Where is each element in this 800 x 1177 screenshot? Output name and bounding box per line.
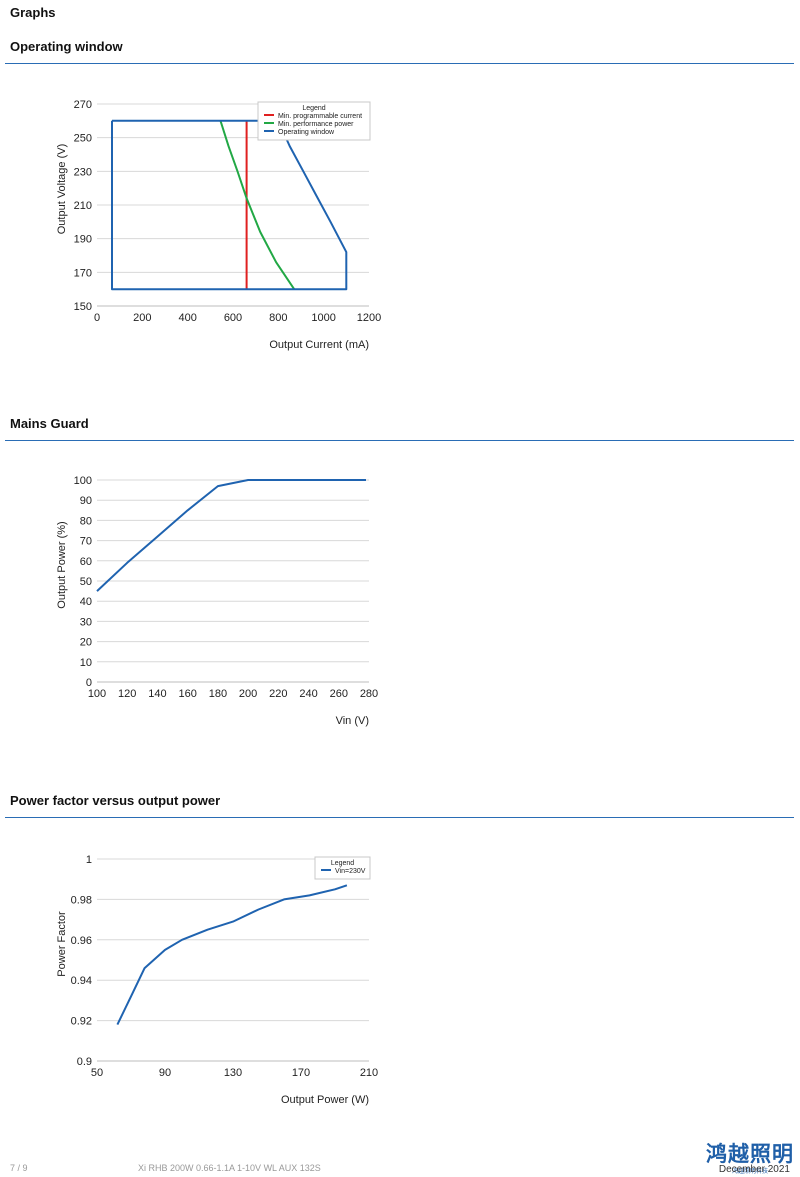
x-axis-label: Vin (V) [336,715,369,727]
y-axis-label: Output Voltage (V) [56,144,68,235]
x-axis-label: Output Current (mA) [269,339,369,351]
y-tick-label: 0.98 [71,894,92,906]
x-tick-label: 120 [118,688,136,700]
y-axis-label: Power Factor [56,911,68,977]
chart-operating-window: 150 170 190 210 230 250 270 0 200 400 600 800 1000 12… [56,99,381,351]
section-title-power-factor: Power factor versus output power [10,793,221,808]
y-tick-label: 0.94 [71,975,92,987]
y-tick-label: 1 [86,854,92,866]
footer-date: December 2021 [718,1164,790,1175]
y-tick-label: 0 [86,677,92,689]
x-tick-label: 210 [360,1067,378,1079]
y-tick-label: 250 [74,133,92,145]
y-tick-label: 10 [80,657,92,669]
x-tick-label: 0 [94,312,100,324]
x-tick-label: 400 [178,312,196,324]
legend-entry: Operating window [278,129,335,136]
x-tick-label: 1200 [357,312,381,324]
y-tick-label: 30 [80,616,92,628]
y-tick-label: 80 [80,515,92,527]
y-tick-label: 40 [80,596,92,608]
series-line-0 [116,884,348,1026]
y-tick-label: 0.96 [71,935,92,947]
y-tick-label: 0.92 [71,1016,92,1028]
x-tick-label: 100 [88,688,106,700]
logo-text: 鸿越照明 [706,1142,794,1166]
legend-box [314,856,371,880]
x-tick-label: 1000 [311,312,335,324]
chart-power-factor: 0.9 0.92 0.94 0.96 0.98 1 50 90 130 170 210 Output … [56,854,378,1106]
y-tick-label: 90 [80,495,92,507]
series-line-0 [96,479,366,592]
y-tick-label: 190 [74,234,92,246]
y-tick-label: 170 [74,267,92,279]
y-tick-label: 70 [80,536,92,548]
x-tick-label: 50 [91,1067,103,1079]
logo-subtext: 鸿越照明科技 [731,1169,768,1175]
page-heading: Graphs [10,5,56,20]
legend-entry: Min. programmable current [278,113,362,120]
y-axis-label: Output Power (%) [56,521,68,608]
x-tick-label: 140 [148,688,166,700]
x-tick-label: 600 [224,312,242,324]
x-tick-label: 240 [299,688,317,700]
x-tick-label: 130 [224,1067,242,1079]
section-divider [5,63,794,64]
x-tick-label: 280 [360,688,378,700]
section-divider [5,817,794,818]
footer-page-number: 7 / 9 [10,1163,28,1173]
legend-entry: Vin=230V [335,868,366,875]
legend-title: Legend [331,860,354,867]
logo: 鸿越照明 鸿越照明科技 [706,1142,794,1175]
legend-title: Legend [302,105,325,112]
y-tick-label: 60 [80,556,92,568]
x-tick-label: 180 [209,688,227,700]
y-tick-label: 0.9 [77,1056,92,1068]
section-title-mains-guard: Mains Guard [10,416,89,431]
series-line-1 [219,120,296,290]
footer-product-name: Xi RHB 200W 0.66-1.1A 1-10V WL AUX 132S [138,1163,321,1173]
x-axis-label: Output Power (W) [281,1094,369,1106]
y-tick-label: 100 [74,475,92,487]
y-tick-label: 210 [74,200,92,212]
x-tick-label: 220 [269,688,287,700]
chart-mains-guard: 0 10 20 30 40 50 60 70 80 90 100 100 120 140 160 180 200… [56,475,378,727]
x-tick-label: 160 [178,688,196,700]
y-tick-label: 230 [74,166,92,178]
section-title-operating-window: Operating window [10,39,123,54]
legend-box [257,101,371,141]
section-divider [5,440,794,441]
x-tick-label: 200 [133,312,151,324]
y-tick-label: 50 [80,576,92,588]
x-tick-label: 170 [292,1067,310,1079]
x-tick-label: 260 [330,688,348,700]
x-tick-label: 800 [269,312,287,324]
y-tick-label: 20 [80,637,92,649]
y-tick-label: 270 [74,99,92,111]
x-tick-label: 200 [239,688,257,700]
y-tick-label: 150 [74,301,92,313]
legend-entry: Min. performance power [278,121,354,128]
x-tick-label: 90 [159,1067,171,1079]
